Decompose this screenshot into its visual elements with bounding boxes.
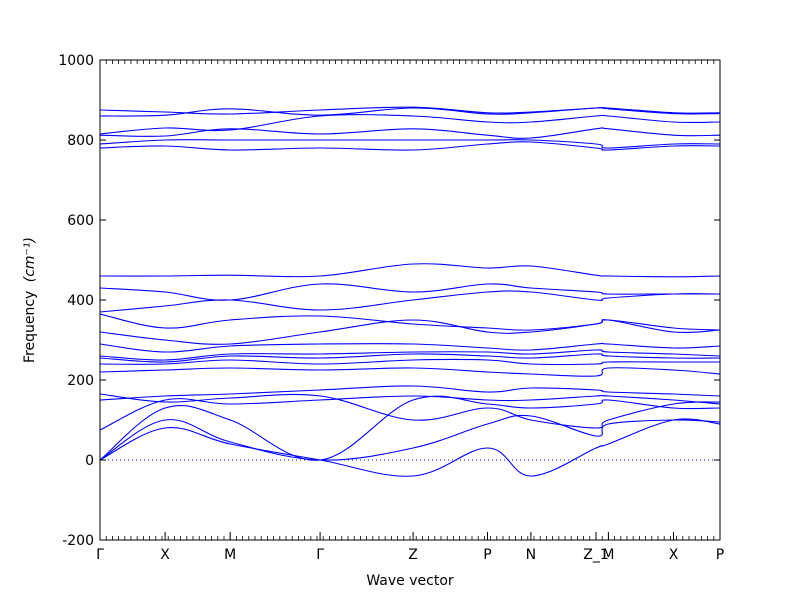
- band-line-2: [100, 414, 720, 461]
- band-line-10: [100, 349, 720, 361]
- band-line-7: [100, 367, 720, 377]
- y-tick-label: 200: [67, 373, 94, 389]
- band-line-8: [100, 358, 720, 365]
- x-tick-label: P: [483, 547, 491, 563]
- x-tick-label: Z: [408, 547, 418, 563]
- y-tick-label: 400: [67, 293, 94, 309]
- y-tick-label: -200: [62, 533, 94, 549]
- band-line-12: [100, 319, 720, 345]
- y-axis-label-main: Frequency: [22, 291, 38, 363]
- y-tick-label: 1000: [58, 53, 94, 69]
- band-line-1: [100, 418, 720, 477]
- x-tick-label: M: [602, 547, 614, 563]
- x-tick-label: Γ: [316, 547, 324, 563]
- band-line-13: [100, 313, 720, 331]
- y-axis-label: Frequency (cm⁻¹): [22, 237, 38, 363]
- y-tick-label: 600: [67, 213, 94, 229]
- band-line-11: [100, 342, 720, 353]
- band-line-21: [100, 107, 720, 117]
- band-line-17: [100, 141, 720, 151]
- x-tick-label: N: [526, 547, 536, 563]
- y-axis-label-unit: (cm⁻¹): [22, 237, 38, 282]
- band-line-9: [100, 353, 720, 363]
- band-line-5: [100, 385, 720, 401]
- band-line-18: [100, 139, 720, 149]
- x-tick-label: X: [669, 547, 679, 563]
- x-tick-label: X: [160, 547, 170, 563]
- x-tick-label: Z_1: [583, 547, 609, 563]
- plot-layer: [100, 106, 720, 477]
- band-line-6: [100, 393, 720, 429]
- bands-group: [100, 106, 720, 477]
- band-line-20: [100, 114, 720, 135]
- x-axis-label: Wave vector: [366, 573, 454, 589]
- x-tick-label: Γ: [96, 547, 104, 563]
- band-line-4: [100, 394, 720, 431]
- x-tick-label: P: [716, 547, 724, 563]
- x-tick-label: M: [224, 547, 236, 563]
- band-line-15: [100, 283, 720, 301]
- band-line-14: [100, 290, 720, 313]
- band-line-3: [100, 395, 720, 461]
- band-line-16: [100, 263, 720, 278]
- band-line-22: [100, 106, 720, 115]
- y-tick-label: 0: [85, 453, 94, 469]
- y-tick-label: 800: [67, 133, 94, 149]
